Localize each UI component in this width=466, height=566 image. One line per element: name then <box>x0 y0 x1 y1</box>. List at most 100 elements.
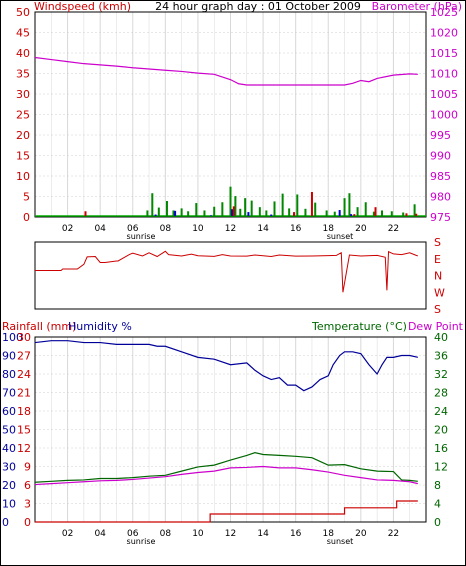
panel2-plot-area <box>34 241 427 310</box>
direction-tick-label: S <box>434 303 441 316</box>
temperature-tick-label: 20 <box>434 424 448 437</box>
temperature-tick-label: 12 <box>434 461 448 474</box>
panel3-hour-label: 12 <box>225 529 236 539</box>
direction-tick-label: N <box>434 270 442 283</box>
barometer-tick-label: 995 <box>430 129 451 142</box>
humidity-tick-label: 80 <box>2 368 16 381</box>
barometer-tick-label: 1005 <box>430 88 458 101</box>
barometer-tick-label: 1015 <box>430 47 458 60</box>
panel3-hour-label: 06 <box>127 529 139 539</box>
panel3-plot-area <box>34 336 427 523</box>
temperature-axis-title: Temperature (°C) <box>311 320 407 333</box>
humidity-tick-label: 100 <box>2 331 23 344</box>
direction-tick-label: S <box>434 236 441 249</box>
direction-tick-label: W <box>434 286 445 299</box>
temperature-tick-label: 28 <box>434 387 448 400</box>
rain-tick-label: 6 <box>24 479 31 492</box>
barometer-tick-label: 990 <box>430 150 451 163</box>
sunrise-label-bottom: sunrise <box>127 537 156 546</box>
panel1-plot-area <box>34 11 427 218</box>
panel1-hour-label: 14 <box>257 224 269 234</box>
dewpoint-line <box>34 465 418 486</box>
humidity-tick-label: 30 <box>2 461 16 474</box>
rain-tick-label: 18 <box>17 405 31 418</box>
temperature-tick-label: 40 <box>434 331 448 344</box>
sunrise-label: sunrise <box>127 232 156 241</box>
sunset-label: sunset <box>327 232 354 241</box>
panel3-hour-label: 20 <box>355 529 367 539</box>
sunset-label-bottom: sunset <box>327 537 354 546</box>
temperature-tick-label: 4 <box>434 498 441 511</box>
panel3-hour-label: 04 <box>94 529 106 539</box>
windspeed-tick-label: 0 <box>23 211 30 224</box>
windspeed-tick-label: 30 <box>16 88 30 101</box>
windspeed-axis-title: Windspeed (kmh) <box>34 0 131 13</box>
temperature-line <box>34 452 418 483</box>
panel3-hour-label: 18 <box>323 529 335 539</box>
windspeed-tick-label: 25 <box>16 109 30 122</box>
panel1-hour-label: 02 <box>62 224 73 234</box>
rain-tick-label: 21 <box>17 387 31 400</box>
panel1-hour-label: 06 <box>127 224 139 234</box>
panel1-hour-label: 16 <box>290 224 302 234</box>
humidity-axis-title: Humidity % <box>68 320 132 333</box>
direction-tick-label: E <box>434 253 441 266</box>
temperature-tick-label: 24 <box>434 405 448 418</box>
humidity-tick-label: 50 <box>2 424 16 437</box>
rainfall-axis-title: Rainfall (mm) <box>2 320 76 333</box>
dewpoint-axis-title: Dew Point <box>408 320 464 333</box>
panel1-hour-label: 18 <box>323 224 335 234</box>
windspeed-tick-label: 40 <box>16 47 30 60</box>
barometer-axis-title: Barometer (hPa) <box>372 0 462 13</box>
humidity-tick-label: 10 <box>2 498 16 511</box>
windspeed-tick-label: 5 <box>23 191 30 204</box>
windspeed-tick-label: 10 <box>16 170 30 183</box>
windspeed-tick-label: 35 <box>16 68 30 81</box>
panel1-hour-label: 12 <box>225 224 236 234</box>
panel1-hour-label: 08 <box>160 224 172 234</box>
humidity-tick-label: 90 <box>2 350 16 363</box>
windspeed-tick-label: 15 <box>16 150 30 163</box>
windspeed-tick-label: 50 <box>16 6 30 19</box>
barometer-line <box>34 56 418 86</box>
rain-tick-label: 12 <box>17 442 31 455</box>
panel3-hour-label: 14 <box>257 529 269 539</box>
panel1-hour-label: 20 <box>355 224 367 234</box>
barometer-tick-label: 985 <box>430 170 451 183</box>
rain-tick-label: 9 <box>24 461 31 474</box>
barometer-tick-label: 1010 <box>430 68 458 81</box>
temperature-tick-label: 8 <box>434 479 441 492</box>
temperature-tick-label: 32 <box>434 368 448 381</box>
rain-tick-label: 0 <box>24 516 31 529</box>
humidity-tick-label: 70 <box>2 387 16 400</box>
chart-title: 24 hour graph day : 01 October 2009 <box>155 0 361 13</box>
humidity-tick-label: 0 <box>2 516 9 529</box>
barometer-tick-label: 1020 <box>430 27 458 40</box>
barometer-tick-label: 980 <box>430 191 451 204</box>
panel1-hour-label: 22 <box>388 224 399 234</box>
rain-tick-label: 24 <box>17 368 31 381</box>
barometer-tick-label: 975 <box>430 211 451 224</box>
rain-tick-label: 30 <box>17 331 31 344</box>
panel3-hour-label: 16 <box>290 529 302 539</box>
humidity-line <box>34 340 418 392</box>
rain-tick-label: 27 <box>17 350 31 363</box>
panel3-hour-label: 02 <box>62 529 73 539</box>
temperature-tick-label: 0 <box>434 516 441 529</box>
temperature-tick-label: 16 <box>434 442 448 455</box>
panel3-hour-label: 22 <box>388 529 399 539</box>
windspeed-tick-label: 45 <box>16 27 30 40</box>
barometer-tick-label: 1025 <box>430 6 458 19</box>
humidity-tick-label: 20 <box>2 479 16 492</box>
panel3-hour-label: 08 <box>160 529 172 539</box>
panel1-hour-label: 10 <box>192 224 204 234</box>
wind-direction-line <box>35 250 419 293</box>
barometer-tick-label: 1000 <box>430 109 458 122</box>
panel1-hour-label: 04 <box>94 224 106 234</box>
temperature-tick-label: 36 <box>434 350 448 363</box>
panel3-hour-label: 10 <box>192 529 204 539</box>
windspeed-tick-label: 20 <box>16 129 30 142</box>
humidity-tick-label: 60 <box>2 405 16 418</box>
rain-tick-label: 3 <box>24 498 31 511</box>
